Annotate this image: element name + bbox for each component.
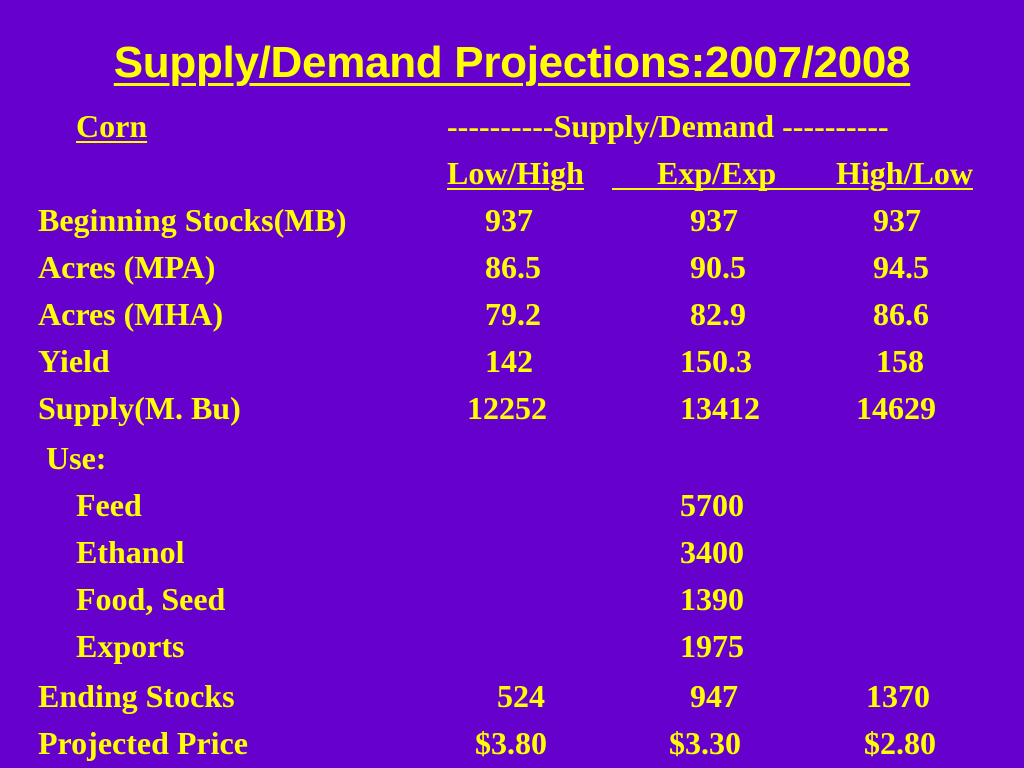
row-label: Yield: [38, 343, 110, 379]
row-label: Projected Price: [38, 725, 248, 761]
cell-exp-exp: 150.3: [680, 343, 752, 379]
cell-exp-exp: 937: [690, 202, 738, 238]
cell-high-low: 1370: [866, 678, 930, 714]
row-label: Ending Stocks: [38, 678, 235, 714]
use-row-label: Food, Seed: [76, 581, 226, 617]
row-label: Acres (MHA): [38, 296, 224, 332]
cell-low-high: 86.5: [485, 249, 541, 285]
cell-low-high: 79.2: [485, 296, 541, 332]
cell-low-high: 142: [485, 343, 533, 379]
cell-high-low: $2.80: [864, 725, 936, 761]
use-row-value: 1975: [680, 628, 744, 664]
cell-exp-exp: $3.30: [669, 725, 741, 761]
scenario-header-exp-exp: Exp/Exp: [657, 155, 777, 191]
scenario-header-low-high: Low/High: [447, 155, 584, 191]
row-label: Supply(M. Bu): [38, 390, 241, 426]
cell-high-low: 158: [876, 343, 924, 379]
cell-exp-exp: 13412: [680, 390, 760, 426]
crop-label: Corn: [76, 108, 148, 144]
use-row-label: Exports: [76, 628, 185, 664]
use-row-label: Ethanol: [76, 534, 185, 570]
scenario-header-high-low: High/Low: [836, 155, 973, 191]
cell-high-low: 86.6: [873, 296, 929, 332]
cell-exp-exp: 947: [690, 678, 738, 714]
cell-high-low: 94.5: [873, 249, 929, 285]
supply-demand-header: ----------Supply/Demand ----------: [447, 108, 889, 144]
cell-low-high: 12252: [467, 390, 547, 426]
use-label: Use:: [46, 440, 107, 476]
row-label: Acres (MPA): [38, 249, 216, 285]
cell-low-high: $3.80: [475, 725, 547, 761]
use-row-label: Feed: [76, 487, 142, 523]
cell-exp-exp: 90.5: [690, 249, 746, 285]
header-underline: [612, 188, 836, 190]
cell-exp-exp: 82.9: [690, 296, 746, 332]
cell-low-high: 937: [485, 202, 533, 238]
cell-high-low: 937: [873, 202, 921, 238]
slide-title: Supply/Demand Projections:2007/2008: [113, 38, 911, 87]
cell-low-high: 524: [497, 678, 545, 714]
row-label: Beginning Stocks(MB): [38, 202, 347, 238]
use-row-value: 3400: [680, 534, 744, 570]
use-row-value: 1390: [680, 581, 744, 617]
cell-high-low: 14629: [856, 390, 936, 426]
use-row-value: 5700: [680, 487, 744, 523]
